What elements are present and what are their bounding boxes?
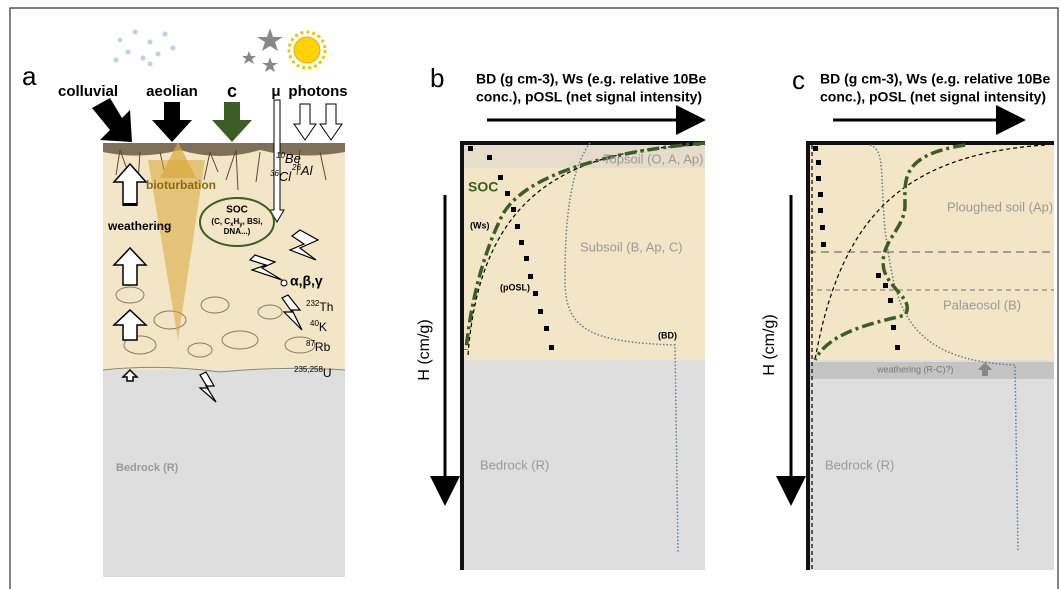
weathering-arrows (112, 162, 148, 382)
soc-part: , BSi, (243, 217, 263, 226)
bioturbation-cone (148, 160, 205, 340)
soc-detail: (C, CxHy, BSi, (211, 217, 262, 227)
bd-label: (BD) (658, 330, 677, 340)
isotope-label: 26Al (291, 163, 314, 178)
weathering-band (808, 362, 1054, 379)
isotope-label: 36Cl (270, 169, 292, 184)
bioturbation-label: bioturbation (146, 178, 216, 192)
isotope-element: Al (300, 163, 314, 178)
soc-ellipse (199, 197, 275, 247)
bedrock (103, 370, 345, 577)
palaeosol-label: Palaeosol (B) (943, 297, 1021, 312)
isotope-element: U (323, 366, 332, 380)
radionuclide-label: 87Rb (306, 339, 331, 354)
rain-icon (113, 29, 176, 67)
ws-label: (Ws) (470, 220, 490, 230)
frame (9, 7, 1059, 589)
bd-curve (564, 142, 679, 553)
soc-detail: DNA...) (224, 227, 251, 236)
axes (806, 141, 1054, 570)
soc-label: SOC (468, 179, 498, 195)
surface-roots (103, 143, 345, 156)
input-label: photons (288, 83, 347, 100)
isotope-mass: 36 (270, 169, 279, 178)
isotope-mass: 232 (306, 299, 320, 308)
axes (460, 141, 705, 570)
header-line: BD (g cm-3), Ws (e.g. relative 10Be (820, 71, 1051, 87)
posl-label: (pOSL) (500, 282, 530, 292)
soc-subscript: y (239, 222, 243, 228)
isotope-element: Cl (279, 169, 292, 184)
isotope-mass: 87 (306, 339, 315, 348)
input-label: aeolian (146, 83, 198, 100)
muon-arrow (269, 99, 285, 223)
soc-part: (C, C (211, 217, 230, 226)
ploughed-label: Ploughed soil (Ap) (947, 199, 1053, 214)
bedrock-label: Bedrock (R) (480, 457, 549, 472)
isotope-mass: 40 (310, 319, 319, 328)
bd-curve (869, 144, 1019, 553)
isotope-mass: 235,258 (294, 365, 323, 374)
isotope-element: Be (285, 151, 301, 166)
photon-arrow (293, 103, 317, 141)
bedrock (462, 360, 705, 570)
panel-c: c BD (g cm-3), Ws (e.g. relative 10Be co… (761, 65, 1054, 570)
isotope-label: 10Be (276, 151, 301, 166)
bioturbation-arrow (160, 142, 196, 178)
star-icons (242, 28, 283, 72)
radionuclide-label: 232Th (306, 299, 333, 314)
soc-curve (464, 141, 706, 351)
sun-icon (287, 30, 327, 70)
panel-a: a colluvial aeolian c μ photons (22, 28, 348, 577)
radionuclide-label: 235,258U (294, 365, 332, 380)
soc-subscript: x (230, 222, 234, 228)
isotope-mass: 10 (276, 151, 285, 160)
weathering-arrow (978, 362, 992, 376)
weathering-label: weathering (R-C)?) (876, 364, 954, 374)
isotope-element: Th (319, 300, 333, 314)
lightning (198, 229, 320, 403)
subsoil-label: Subsoil (B, Ap, C) (580, 239, 683, 254)
colluvial-arrow (92, 98, 132, 142)
posl-points (813, 146, 900, 350)
posl-points (468, 146, 554, 350)
carbon-arrow (212, 102, 252, 142)
y-axis-label: H (cm/g) (416, 319, 433, 380)
bedrock-label: Bedrock (R) (825, 457, 894, 472)
header-line: BD (g cm-3), Ws (e.g. relative 10Be (476, 71, 707, 87)
isotope-element: Rb (315, 340, 331, 354)
weathering-label: weathering (107, 219, 171, 233)
isotope-element: K (319, 320, 327, 334)
aeolian-arrow (152, 102, 192, 142)
input-label: c (227, 81, 237, 101)
topsoil-label: Topsoil (O, A, Ap) (603, 151, 703, 166)
ws-curve (467, 144, 701, 356)
header-line: conc.), pOSL (net signal intensity) (476, 89, 702, 105)
nucleus (280, 279, 288, 287)
header-line: conc.), pOSL (net signal intensity) (820, 89, 1046, 105)
radionuclide-label: 40K (310, 319, 327, 334)
weathering-front (102, 366, 346, 373)
soc-label: SOC (226, 205, 248, 216)
stones (115, 286, 316, 358)
panel-label: a (22, 61, 37, 91)
soc-part: H (233, 217, 239, 226)
weathering-bar (123, 203, 137, 206)
isotope-mass: 26 (291, 163, 301, 172)
radiation-label: α,β,γ (290, 273, 323, 289)
bedrock (808, 360, 1054, 570)
panel-label: b (430, 63, 444, 93)
bedrock-label: Bedrock (R) (116, 462, 179, 474)
y-axis-label: H (cm/g) (761, 314, 778, 375)
soc-curve (813, 143, 966, 361)
panel-b: b BD (g cm-3), Ws (e.g. relative 10Be co… (416, 63, 707, 570)
photon-arrow (319, 103, 343, 141)
panel-label: c (792, 65, 805, 95)
input-label: colluvial (58, 83, 118, 100)
ws-curve (814, 144, 1046, 361)
input-label: μ (271, 83, 280, 100)
